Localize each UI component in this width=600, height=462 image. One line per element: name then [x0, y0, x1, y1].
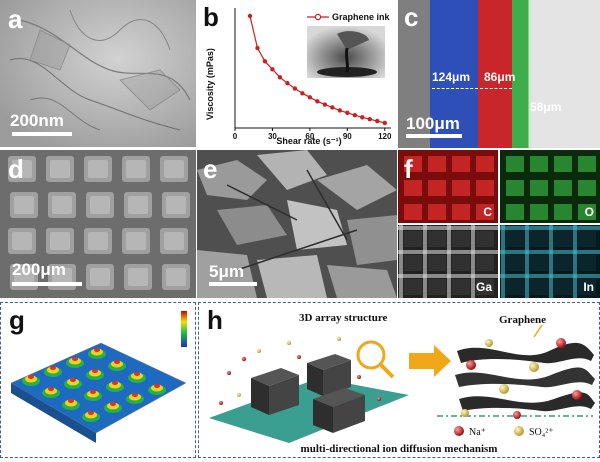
- thickness-label-2: 86μm: [484, 70, 516, 84]
- panel-b-viscosity-chart: 0 30 60 90 120 Viscosity (mPas) Shear rate (…: [197, 0, 397, 148]
- panel-a-scale-text: 200nm: [10, 111, 64, 130]
- panel-g-3d-profile: g: [0, 302, 196, 458]
- panel-a-scale-bar: [12, 132, 72, 136]
- panel-c-cross-section: c 124μm 86μm 58μm 100μm: [398, 0, 600, 148]
- legend-so4-label: SO₄²⁺: [529, 427, 554, 438]
- panel-f-eds-maps: C O Ga In f: [398, 150, 600, 298]
- data-point: [375, 118, 380, 124]
- panel-d-array-sem: d 200μm: [0, 150, 196, 298]
- x-tick-label: 30: [268, 132, 277, 141]
- panel-h-label: h: [207, 305, 223, 335]
- surface-profile: [10, 311, 187, 443]
- magnifier-icon: [356, 340, 386, 370]
- data-point: [255, 45, 260, 51]
- legend-so4-dot: [514, 426, 524, 436]
- ink-photo-inset: [307, 26, 385, 78]
- thickness-arrow-2: [480, 88, 512, 89]
- thickness-arrow-1: [432, 88, 478, 89]
- data-point: [315, 99, 320, 104]
- legend-na-dot: [454, 426, 464, 436]
- data-point: [330, 105, 335, 110]
- panel-b-label: b: [203, 2, 219, 32]
- data-point: [285, 81, 290, 86]
- panel-d-scale-text: 200μm: [12, 260, 66, 279]
- panel-e-label: e: [203, 154, 218, 184]
- viscosity-chart-svg: 0 30 60 90 120 Viscosity (mPas) Shear rate (…: [205, 8, 392, 146]
- panel-c-label: c: [404, 2, 419, 32]
- x-tick-label: 60: [305, 132, 314, 141]
- tem-graphene-texture: [0, 0, 196, 147]
- array-cubes: [251, 354, 365, 433]
- panel-f-label: f: [404, 154, 413, 184]
- panel-d-label: d: [8, 154, 24, 184]
- data-point: [352, 113, 358, 118]
- x-tick-label: 90: [343, 132, 352, 141]
- cross-section-layers: [398, 0, 600, 148]
- mechanism-caption: multi-directional ion diffusion mechanis…: [301, 443, 498, 455]
- thickness-label-1: 124μm: [432, 70, 471, 84]
- data-point: [307, 95, 313, 100]
- label-3d-array: 3D array structure: [299, 312, 387, 324]
- data-point: [300, 91, 305, 96]
- eds-map-o-label: O: [584, 205, 594, 219]
- panel-g-label: g: [9, 305, 25, 335]
- mechanism-illustration: 3D array structure Graphene Na⁺ SO₄²⁺ mu…: [209, 312, 595, 455]
- y-axis-label: Viscosity (mPas): [205, 48, 215, 120]
- panel-a-tem-image: a 200nm: [0, 0, 196, 147]
- data-point: [292, 86, 298, 91]
- thickness-label-3: 58μm: [530, 100, 562, 114]
- eds-map-c-label: C: [483, 205, 492, 219]
- panel-e-scale-bar: [209, 282, 257, 286]
- eds-map-in: In: [500, 225, 600, 298]
- eds-map-ga: Ga: [398, 225, 498, 298]
- eds-map-o: O: [500, 150, 600, 223]
- panel-c-scale-text: 100μm: [406, 114, 460, 133]
- data-point: [360, 115, 365, 120]
- legend-label: Graphene ink: [332, 12, 391, 22]
- data-point: [322, 102, 328, 107]
- x-tick-label: 0: [233, 132, 238, 141]
- panel-a-label: a: [8, 4, 23, 34]
- panel-c-scale-bar: [406, 134, 462, 138]
- data-point: [345, 110, 350, 116]
- data-point: [382, 120, 387, 126]
- data-point: [247, 13, 253, 19]
- graphene-sheets: [455, 342, 595, 412]
- eds-map-in-label: In: [583, 280, 594, 294]
- panel-h-mechanism: 3D array structure Graphene Na⁺ SO₄²⁺ mu…: [198, 302, 600, 458]
- eds-map-ga-label: Ga: [475, 280, 492, 294]
- x-axis-label: Shear rate (s⁻¹): [276, 136, 341, 146]
- data-point: [337, 108, 343, 113]
- panel-d-scale-bar: [12, 282, 82, 286]
- x-tick-label: 120: [378, 132, 392, 141]
- arrow-right-icon: [409, 345, 451, 377]
- data-point: [270, 67, 275, 72]
- data-point: [367, 117, 372, 122]
- legend: Graphene ink: [307, 12, 391, 22]
- flake-texture: [197, 150, 397, 298]
- ions: [219, 337, 582, 436]
- panel-e-scale-text: 5μm: [209, 262, 244, 281]
- array-texture: [8, 156, 190, 290]
- eds-map-c: C: [398, 150, 498, 223]
- panel-e-sem-closeup: e 5μm: [197, 150, 397, 298]
- data-point: [277, 75, 283, 80]
- data-point: [262, 59, 268, 64]
- label-graphene: Graphene: [499, 314, 546, 326]
- color-scale-bar: [181, 311, 187, 347]
- legend-na-label: Na⁺: [469, 427, 486, 438]
